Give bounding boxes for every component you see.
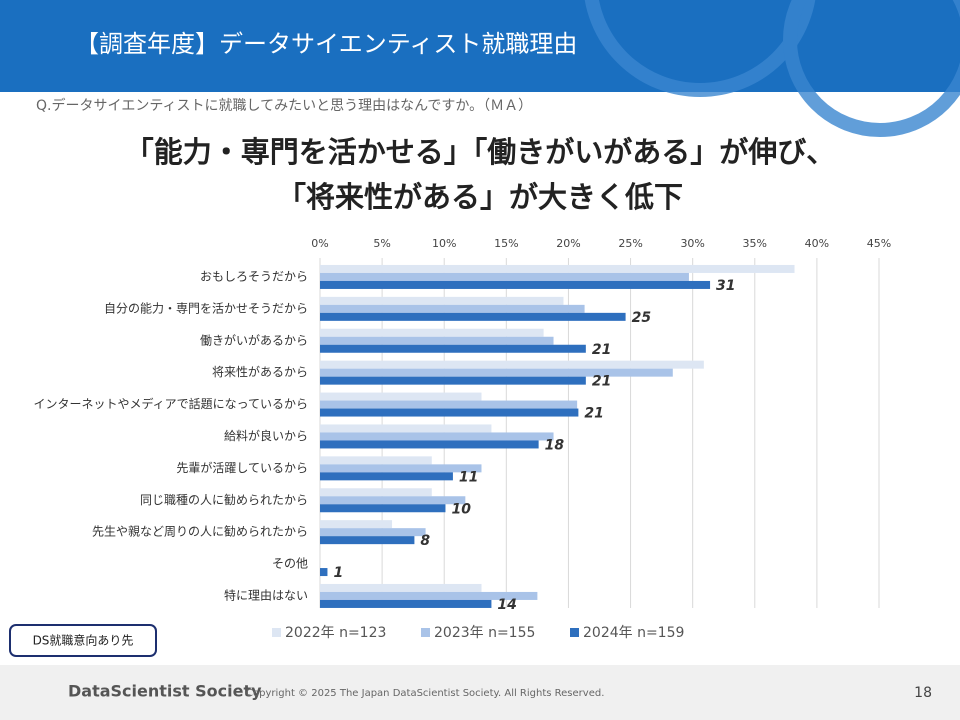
bar <box>320 504 446 513</box>
bar <box>320 424 492 433</box>
bar <box>320 591 538 600</box>
page-number: 18 <box>914 685 932 701</box>
bar <box>320 520 393 529</box>
copyright: Copyright © 2025 The Japan DataScientist… <box>246 688 604 699</box>
category-label: 先輩が活躍しているから <box>176 460 308 475</box>
data-label: 10 <box>451 501 471 517</box>
x-tick-label: 10% <box>432 237 456 250</box>
legend-label: 2023年 n=155 <box>434 625 535 641</box>
data-label: 1 <box>333 565 343 581</box>
data-label: 8 <box>420 533 430 549</box>
x-tick-label: 30% <box>680 237 704 250</box>
bar <box>320 312 626 321</box>
bar <box>320 528 426 537</box>
data-label: 21 <box>584 406 603 422</box>
bar <box>320 432 554 441</box>
bar <box>320 400 578 409</box>
bar <box>320 472 453 481</box>
bar <box>320 272 689 281</box>
headline: 「将来性がある」が大きく低下 <box>277 180 683 214</box>
bar <box>320 328 544 337</box>
category-label: 将来性があるから <box>212 364 308 379</box>
bar <box>320 336 554 345</box>
x-tick-label: 20% <box>556 237 580 250</box>
category-label: おもしろそうだから <box>200 269 308 283</box>
header-title: 【調査年度】データサイエンティスト就職理由 <box>75 30 577 58</box>
category-label: 特に理由はない <box>224 587 308 602</box>
bar <box>320 488 432 497</box>
bar <box>320 392 482 401</box>
bar <box>320 568 328 577</box>
headline: 「能力・専門を活かせる」「働きがいがある」が伸び、 <box>125 135 836 169</box>
x-tick-label: 25% <box>618 237 642 250</box>
data-label: 21 <box>592 374 611 390</box>
data-label: 18 <box>545 437 565 453</box>
bar <box>320 599 492 608</box>
x-tick-label: 40% <box>805 237 829 250</box>
bar <box>320 583 482 592</box>
bar <box>320 344 586 353</box>
bar <box>320 304 585 313</box>
bar <box>320 296 564 305</box>
data-label: 31 <box>716 278 735 294</box>
header-decoration <box>584 0 960 137</box>
category-label: 同じ職種の人に勧められたから <box>140 493 308 507</box>
data-label: 11 <box>459 469 478 485</box>
legend-swatch <box>421 628 430 637</box>
bar <box>320 456 432 465</box>
legend-label: 2022年 n=123 <box>285 625 386 641</box>
question: Q.データサイエンティストに就職してみたいと思う理由はなんですか。（ＭＡ） <box>36 97 532 114</box>
category-label: その他 <box>272 557 308 571</box>
bar <box>320 368 673 377</box>
category-label: 働きがいがあるから <box>200 332 308 347</box>
category-label: 自分の能力・専門を活かせそうだから <box>104 301 308 315</box>
bar <box>320 376 586 385</box>
x-tick-label: 5% <box>373 237 390 250</box>
data-label: 25 <box>632 310 652 326</box>
x-tick-label: 35% <box>743 237 767 250</box>
bar <box>320 496 466 505</box>
legend-label: 2024年 n=159 <box>583 625 684 641</box>
legend-swatch <box>272 628 281 637</box>
category-label: 先生や親など周りの人に勧められたから <box>92 525 308 539</box>
x-tick-label: 45% <box>867 237 891 250</box>
category-label: 給料が良いから <box>224 428 308 443</box>
bar <box>320 264 795 273</box>
legend-swatch <box>570 628 579 637</box>
category-label: インターネットやメディアで話題になっているから <box>33 396 308 411</box>
data-label: 14 <box>497 597 516 613</box>
bar <box>320 536 415 545</box>
x-tick-label: 15% <box>494 237 518 250</box>
bar <box>320 360 704 369</box>
data-label: 21 <box>592 342 611 358</box>
footer <box>0 665 960 720</box>
bar <box>320 280 711 289</box>
bar <box>320 408 579 417</box>
badge-text: DS就職意向あり先 <box>33 633 134 648</box>
bar <box>320 440 539 449</box>
footer-logo: DataScientist Society <box>68 682 262 701</box>
bar <box>320 464 482 473</box>
badge <box>9 624 157 657</box>
chart: 0% 5% 10% 15% 20% 25% 30% 35% 40% 45% おもしろそうだから 31 自… <box>33 237 891 641</box>
x-tick-label: 0% <box>311 237 328 250</box>
